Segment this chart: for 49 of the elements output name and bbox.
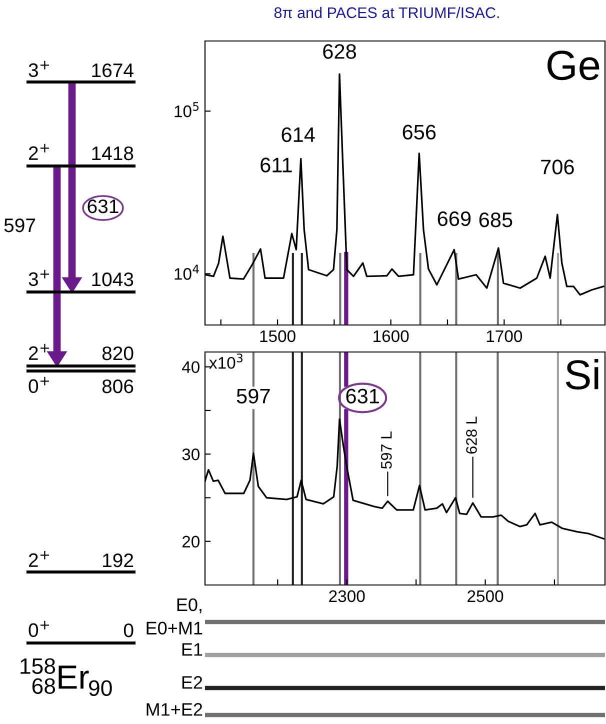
x-tick-label: 1700 bbox=[486, 330, 522, 342]
annotation: x10$^{3}$ bbox=[209, 354, 243, 369]
text: 1043 bbox=[92, 272, 134, 286]
text: E0, E0+M1 bbox=[146, 598, 202, 635]
annotation: 706 bbox=[541, 160, 574, 174]
text: 192 bbox=[103, 553, 134, 568]
text: 1418 bbox=[92, 146, 134, 160]
text: 597 bbox=[4, 218, 36, 232]
text: E1 bbox=[182, 643, 202, 656]
x-tick-label: 1500 bbox=[260, 330, 296, 342]
x-tick-label: 1600 bbox=[374, 330, 409, 342]
y-tick-label: 30 bbox=[182, 448, 200, 460]
annotation: 628 bbox=[323, 44, 356, 59]
text: 0 bbox=[124, 623, 134, 638]
y-tick-label: 10$^{5}$ bbox=[174, 102, 199, 118]
text: 1674 bbox=[92, 63, 134, 78]
text: 820 bbox=[102, 346, 134, 360]
y-tick-label: 20 bbox=[182, 536, 200, 548]
text: 3$^{+}$ bbox=[28, 270, 49, 286]
annotation: 597 L bbox=[380, 432, 392, 469]
text: 3$^{+}$ bbox=[28, 60, 49, 78]
annotation: 669 bbox=[438, 211, 471, 226]
text: M1+E2 bbox=[146, 703, 202, 716]
annotation: 631 bbox=[346, 388, 379, 404]
y-tick-label: 40 bbox=[182, 361, 200, 374]
text: 0$^{+}$ bbox=[28, 376, 49, 394]
annotation: 656 bbox=[402, 124, 436, 140]
chart-title: 8π and PACES at TRIUMF/ISAC. bbox=[274, 6, 499, 18]
text: Er bbox=[58, 666, 89, 689]
annotation: 614 bbox=[282, 127, 315, 142]
text: E2 bbox=[182, 676, 202, 689]
text: 631 bbox=[88, 199, 118, 214]
x-tick-label: 2500 bbox=[468, 590, 504, 602]
x-tick-label: 2300 bbox=[329, 590, 365, 602]
annotation: Ge bbox=[548, 50, 600, 80]
text: 90 bbox=[89, 680, 112, 696]
annotation: 685 bbox=[479, 212, 512, 228]
text: 2$^{+}$ bbox=[28, 344, 49, 360]
text: 68 bbox=[32, 678, 56, 694]
annotation: 611 bbox=[260, 158, 292, 172]
y-tick-label: 10$^{4}$ bbox=[174, 264, 199, 280]
text: 2$^{+}$ bbox=[28, 550, 49, 567]
annotation: 597 bbox=[236, 388, 270, 404]
annotation: Si bbox=[566, 358, 598, 390]
text: 0$^{+}$ bbox=[28, 620, 49, 638]
text: 2$^{+}$ bbox=[28, 144, 49, 160]
text: 158 bbox=[20, 658, 56, 674]
text: 806 bbox=[102, 379, 134, 394]
annotation: 628 L bbox=[466, 416, 477, 454]
